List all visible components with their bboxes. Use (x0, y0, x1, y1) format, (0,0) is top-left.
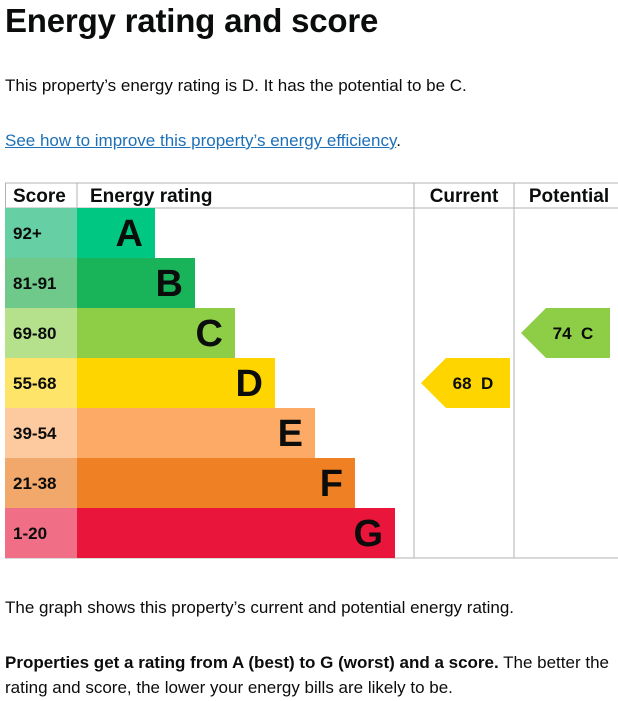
rating-bar-c (77, 308, 235, 358)
score-cell-b (5, 258, 77, 308)
page-title: Energy rating and score (5, 2, 379, 39)
rating-letter-f: F (320, 463, 343, 505)
score-cell-g (5, 508, 77, 558)
score-label-c: 69-80 (13, 324, 56, 343)
rating-letter-b: B (156, 263, 183, 305)
rating-letter-c: C (196, 313, 223, 355)
score-cell-d (5, 358, 77, 408)
header-score: Score (13, 186, 66, 207)
rating-bar-a (77, 208, 155, 258)
rating-bar-d (77, 358, 275, 408)
rating-letter-d: D (236, 363, 263, 405)
improve-efficiency-link[interactable]: See how to improve this property’s energ… (5, 131, 397, 150)
potential-rating-label: 74 C (553, 324, 594, 343)
score-label-a: 92+ (13, 224, 42, 243)
graph-caption: The graph shows this property’s current … (5, 598, 515, 617)
score-label-g: 1-20 (13, 524, 47, 543)
rating-letter-g: G (353, 513, 383, 555)
score-label-b: 81-91 (13, 274, 56, 293)
score-cell-f (5, 458, 77, 508)
score-cell-e (5, 408, 77, 458)
header-current: Current (430, 186, 499, 207)
score-label-e: 39-54 (13, 424, 57, 443)
potential-rating-arrow (521, 308, 610, 358)
rating-letter-a: A (116, 213, 143, 255)
rating-bar-e (77, 408, 315, 458)
rating-bar-f (77, 458, 355, 508)
current-rating-label: 68 D (453, 374, 494, 393)
improve-paragraph: See how to improve this property’s energ… (5, 128, 401, 153)
rating-explanation-bold: Properties get a rating from A (best) to… (5, 653, 499, 672)
rating-bar-b (77, 258, 195, 308)
rating-bar-g (77, 508, 395, 558)
rating-explanation-rest: The better the rating and score, the low… (5, 653, 609, 697)
rating-explanation: Properties get a rating from A (best) to… (5, 650, 615, 700)
rating-letter-e: E (278, 413, 303, 455)
current-rating-arrow (421, 358, 510, 408)
header-potential: Potential (529, 186, 609, 207)
score-label-d: 55-68 (13, 374, 56, 393)
rating-summary: This property’s energy rating is D. It h… (5, 76, 467, 95)
link-suffix: . (396, 131, 401, 150)
score-cell-c (5, 308, 77, 358)
score-cell-a (5, 208, 77, 258)
energy-rating-chart: Score Energy rating Current Potential 92+ A 81… (5, 182, 618, 559)
header-energy-rating: Energy rating (90, 186, 212, 207)
score-label-f: 21-38 (13, 474, 56, 493)
